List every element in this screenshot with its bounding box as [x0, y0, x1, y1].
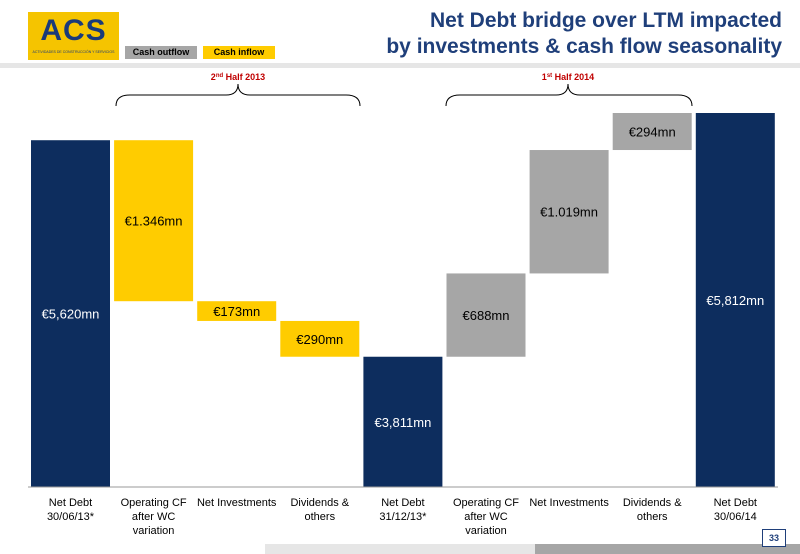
- bar-4: [363, 356, 443, 487]
- title-line-1: Net Debt bridge over LTM impacted: [430, 9, 782, 32]
- period-label-2nd-half-2013: 2nd Half 2013: [211, 72, 265, 82]
- x-tick-label-3: Dividends & others: [290, 497, 349, 523]
- bar-label-3: €290mn: [296, 332, 343, 347]
- bar-2: [197, 301, 277, 321]
- footer-bar-right: [535, 544, 800, 554]
- x-tick-label-6: Net Investments: [529, 497, 609, 509]
- acs-logo: ACS ACTIVIDADES DE CONSTRUCCIÓN Y SERVIC…: [28, 12, 119, 60]
- bar-label-8: €5,812mn: [706, 293, 764, 308]
- bar-3: [280, 320, 360, 357]
- x-tick-label-4: Net Debt 31/12/13*: [379, 497, 427, 523]
- bar-label-0: €5,620mn: [42, 307, 100, 322]
- bar-1: [114, 140, 194, 302]
- bar-0: [31, 140, 110, 487]
- title-line-2: by investments & cash flow seasonality: [386, 35, 782, 58]
- brace-second-half-2013: [115, 83, 361, 107]
- x-tick-label-7: Dividends & others: [623, 497, 682, 523]
- bar-label-4: €3,811mn: [374, 415, 431, 430]
- bar-label-6: €1.019mn: [540, 205, 598, 220]
- x-tick-label-0: Net Debt 30/06/13*: [47, 497, 95, 523]
- brace-first-half-2014: [445, 83, 693, 107]
- bar-label-1: €1.346mn: [125, 214, 183, 229]
- bar-5: [446, 273, 526, 357]
- footer-bar-left: [0, 544, 265, 554]
- period-label-1st-half-2014: 1st Half 2014: [542, 72, 594, 82]
- page-title: Net Debt bridge over LTM impacted by inv…: [386, 8, 782, 60]
- legend-cash-outflow: Cash outflow: [125, 46, 197, 59]
- legend-cash-inflow: Cash inflow: [203, 46, 275, 59]
- x-tick-label-5: Operating CF after WC variation: [453, 497, 519, 537]
- header-divider: [0, 63, 800, 68]
- x-tick-label-1: Operating CF after WC variation: [121, 497, 187, 537]
- bar-label-2: €173mn: [213, 304, 260, 319]
- x-tick-label-8: Net Debt 30/06/14: [714, 497, 757, 523]
- logo-text: ACS: [40, 14, 107, 47]
- bar-label-7: €294mn: [629, 125, 676, 140]
- footer-bar-mid: [265, 544, 535, 554]
- x-tick-label-2: Net Investments: [197, 497, 277, 509]
- bar-6: [529, 150, 609, 274]
- page-number: 33: [762, 529, 786, 547]
- logo-subtext: ACTIVIDADES DE CONSTRUCCIÓN Y SERVICIOS: [32, 50, 115, 54]
- bar-8: [695, 113, 775, 487]
- bar-7: [612, 113, 692, 151]
- bar-label-5: €688mn: [463, 308, 510, 323]
